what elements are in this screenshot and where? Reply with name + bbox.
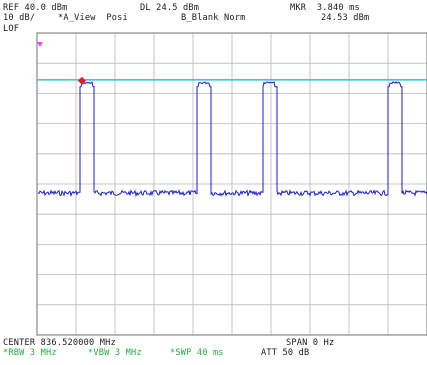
scale-readout: 10 dB/	[3, 13, 36, 23]
rbw-setting: *RBW 3 MHz	[3, 348, 57, 358]
ref-level-readout: REF 40.0 dBm	[3, 3, 68, 13]
trace-a	[37, 80, 427, 198]
attenuation-setting: ATT 50 dB	[261, 348, 310, 358]
marker	[77, 76, 86, 85]
marker-time-readout: MKR 3.840 ms	[290, 3, 360, 13]
center-frequency: CENTER 836.520000 MHz	[3, 338, 116, 348]
sweep-setting: *SWP 40 ms	[170, 348, 224, 358]
span-readout: SPAN 0 Hz	[286, 338, 335, 348]
marker-diamond	[77, 76, 86, 85]
trace-a-mode: *A_View Posi	[58, 13, 128, 23]
trace-b-mode: B_Blank Norm	[181, 13, 246, 23]
graticule-border	[36, 32, 427, 336]
vbw-setting: *VBW 3 MHz	[88, 348, 142, 358]
lof-label: LOF	[3, 24, 20, 34]
graticule	[36, 32, 427, 336]
marker-level-readout: 24.53 dBm	[321, 13, 370, 23]
lof-marker-icon	[37, 42, 43, 47]
display-line-readout: DL 24.5 dBm	[140, 3, 200, 13]
